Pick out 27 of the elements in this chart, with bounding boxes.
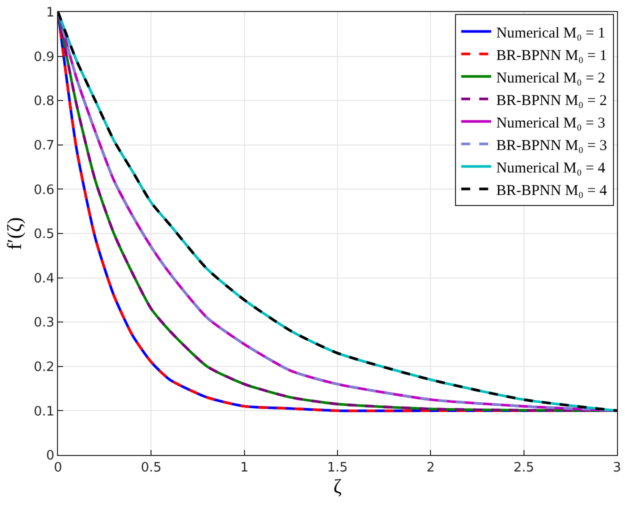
legend-label: BR-BPNN M₀ = 2 xyxy=(496,92,607,109)
legend-label: Numerical M₀ = 2 xyxy=(496,70,606,86)
y-tick-label: 0 xyxy=(46,448,54,464)
y-tick-label: 0.3 xyxy=(34,316,54,331)
x-tick-label: 3 xyxy=(612,460,622,476)
x-tick-label: 2.5 xyxy=(513,460,534,476)
x-tick-label: 2 xyxy=(426,460,435,476)
x-tick-label: 0.5 xyxy=(140,460,162,476)
y-tick-label: 0.6 xyxy=(34,182,54,198)
y-tick-label: 0.4 xyxy=(34,271,54,286)
x-axis-title: ζ xyxy=(333,476,342,498)
x-tick-label: 1 xyxy=(240,460,248,476)
legend-label: Numerical M₀ = 3 xyxy=(496,115,606,132)
legend-label: Numerical M₀ = 4 xyxy=(496,160,606,176)
y-tick-label: 0.7 xyxy=(34,138,54,154)
legend-label: BR-BPNN M₀ = 1 xyxy=(496,48,607,64)
y-tick-label: 0.5 xyxy=(34,227,54,242)
x-tick-label: 1.5 xyxy=(327,460,348,476)
y-tick-label: 0.2 xyxy=(34,360,54,375)
legend-label: BR-BPNN M₀ = 4 xyxy=(496,182,608,199)
y-tick-label: 0.8 xyxy=(34,94,54,110)
legend-label: BR-BPNN M₀ = 3 xyxy=(496,138,607,154)
y-axis-title: f′(ζ) xyxy=(4,217,26,250)
y-tick-label: 0.9 xyxy=(34,50,54,65)
y-tick-label: 1 xyxy=(46,6,54,21)
y-tick-label: 0.1 xyxy=(34,404,54,420)
legend-label: Numerical M₀ = 1 xyxy=(496,25,606,42)
